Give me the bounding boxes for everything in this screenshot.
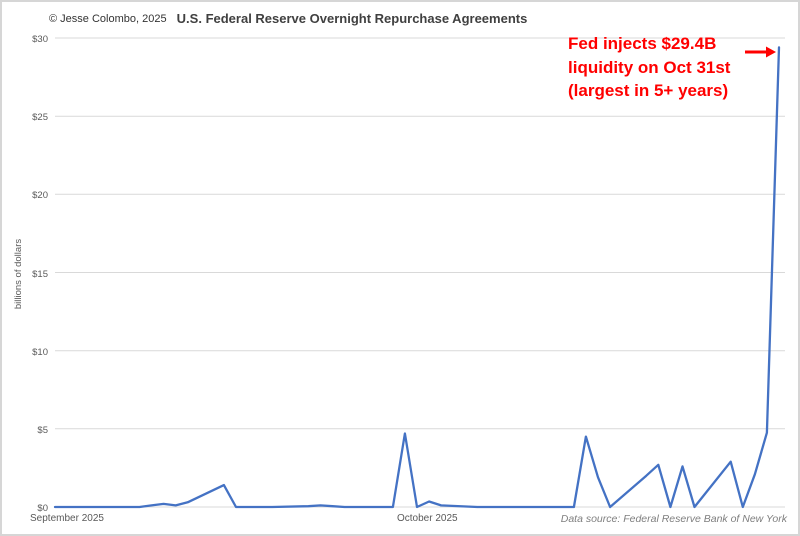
annotation-arrow-icon xyxy=(745,46,776,58)
annotation-line-2: liquidity on Oct 31st xyxy=(568,57,731,77)
annotation-callout: Fed injects $29.4B liquidity on Oct 31st… xyxy=(568,32,730,103)
x-axis-label-october: October 2025 xyxy=(397,513,458,524)
annotation-line-1: Fed injects $29.4B xyxy=(568,34,717,53)
y-axis-tick-label: $20 xyxy=(32,190,48,202)
y-axis-tick-label: $25 xyxy=(32,112,48,124)
annotation-line-3: (largest in 5+ years) xyxy=(568,81,729,100)
copyright-text: © Jesse Colombo, 2025 xyxy=(49,13,167,25)
y-axis-tick-label: $30 xyxy=(32,34,48,45)
y-axis-tick-label: $15 xyxy=(32,268,48,280)
x-axis-label-september: September 2025 xyxy=(30,513,104,524)
data-source-note: Data source: Federal Reserve Bank of New… xyxy=(560,513,787,525)
y-axis-tick-label: $10 xyxy=(32,346,48,358)
repo-data-line xyxy=(53,46,781,509)
y-axis-tick-label: $5 xyxy=(37,424,48,436)
gridlines xyxy=(55,37,785,508)
chart-title: U.S. Federal Reserve Overnight Repurchas… xyxy=(176,11,528,26)
y-axis-tick-label: $0 xyxy=(37,503,48,514)
